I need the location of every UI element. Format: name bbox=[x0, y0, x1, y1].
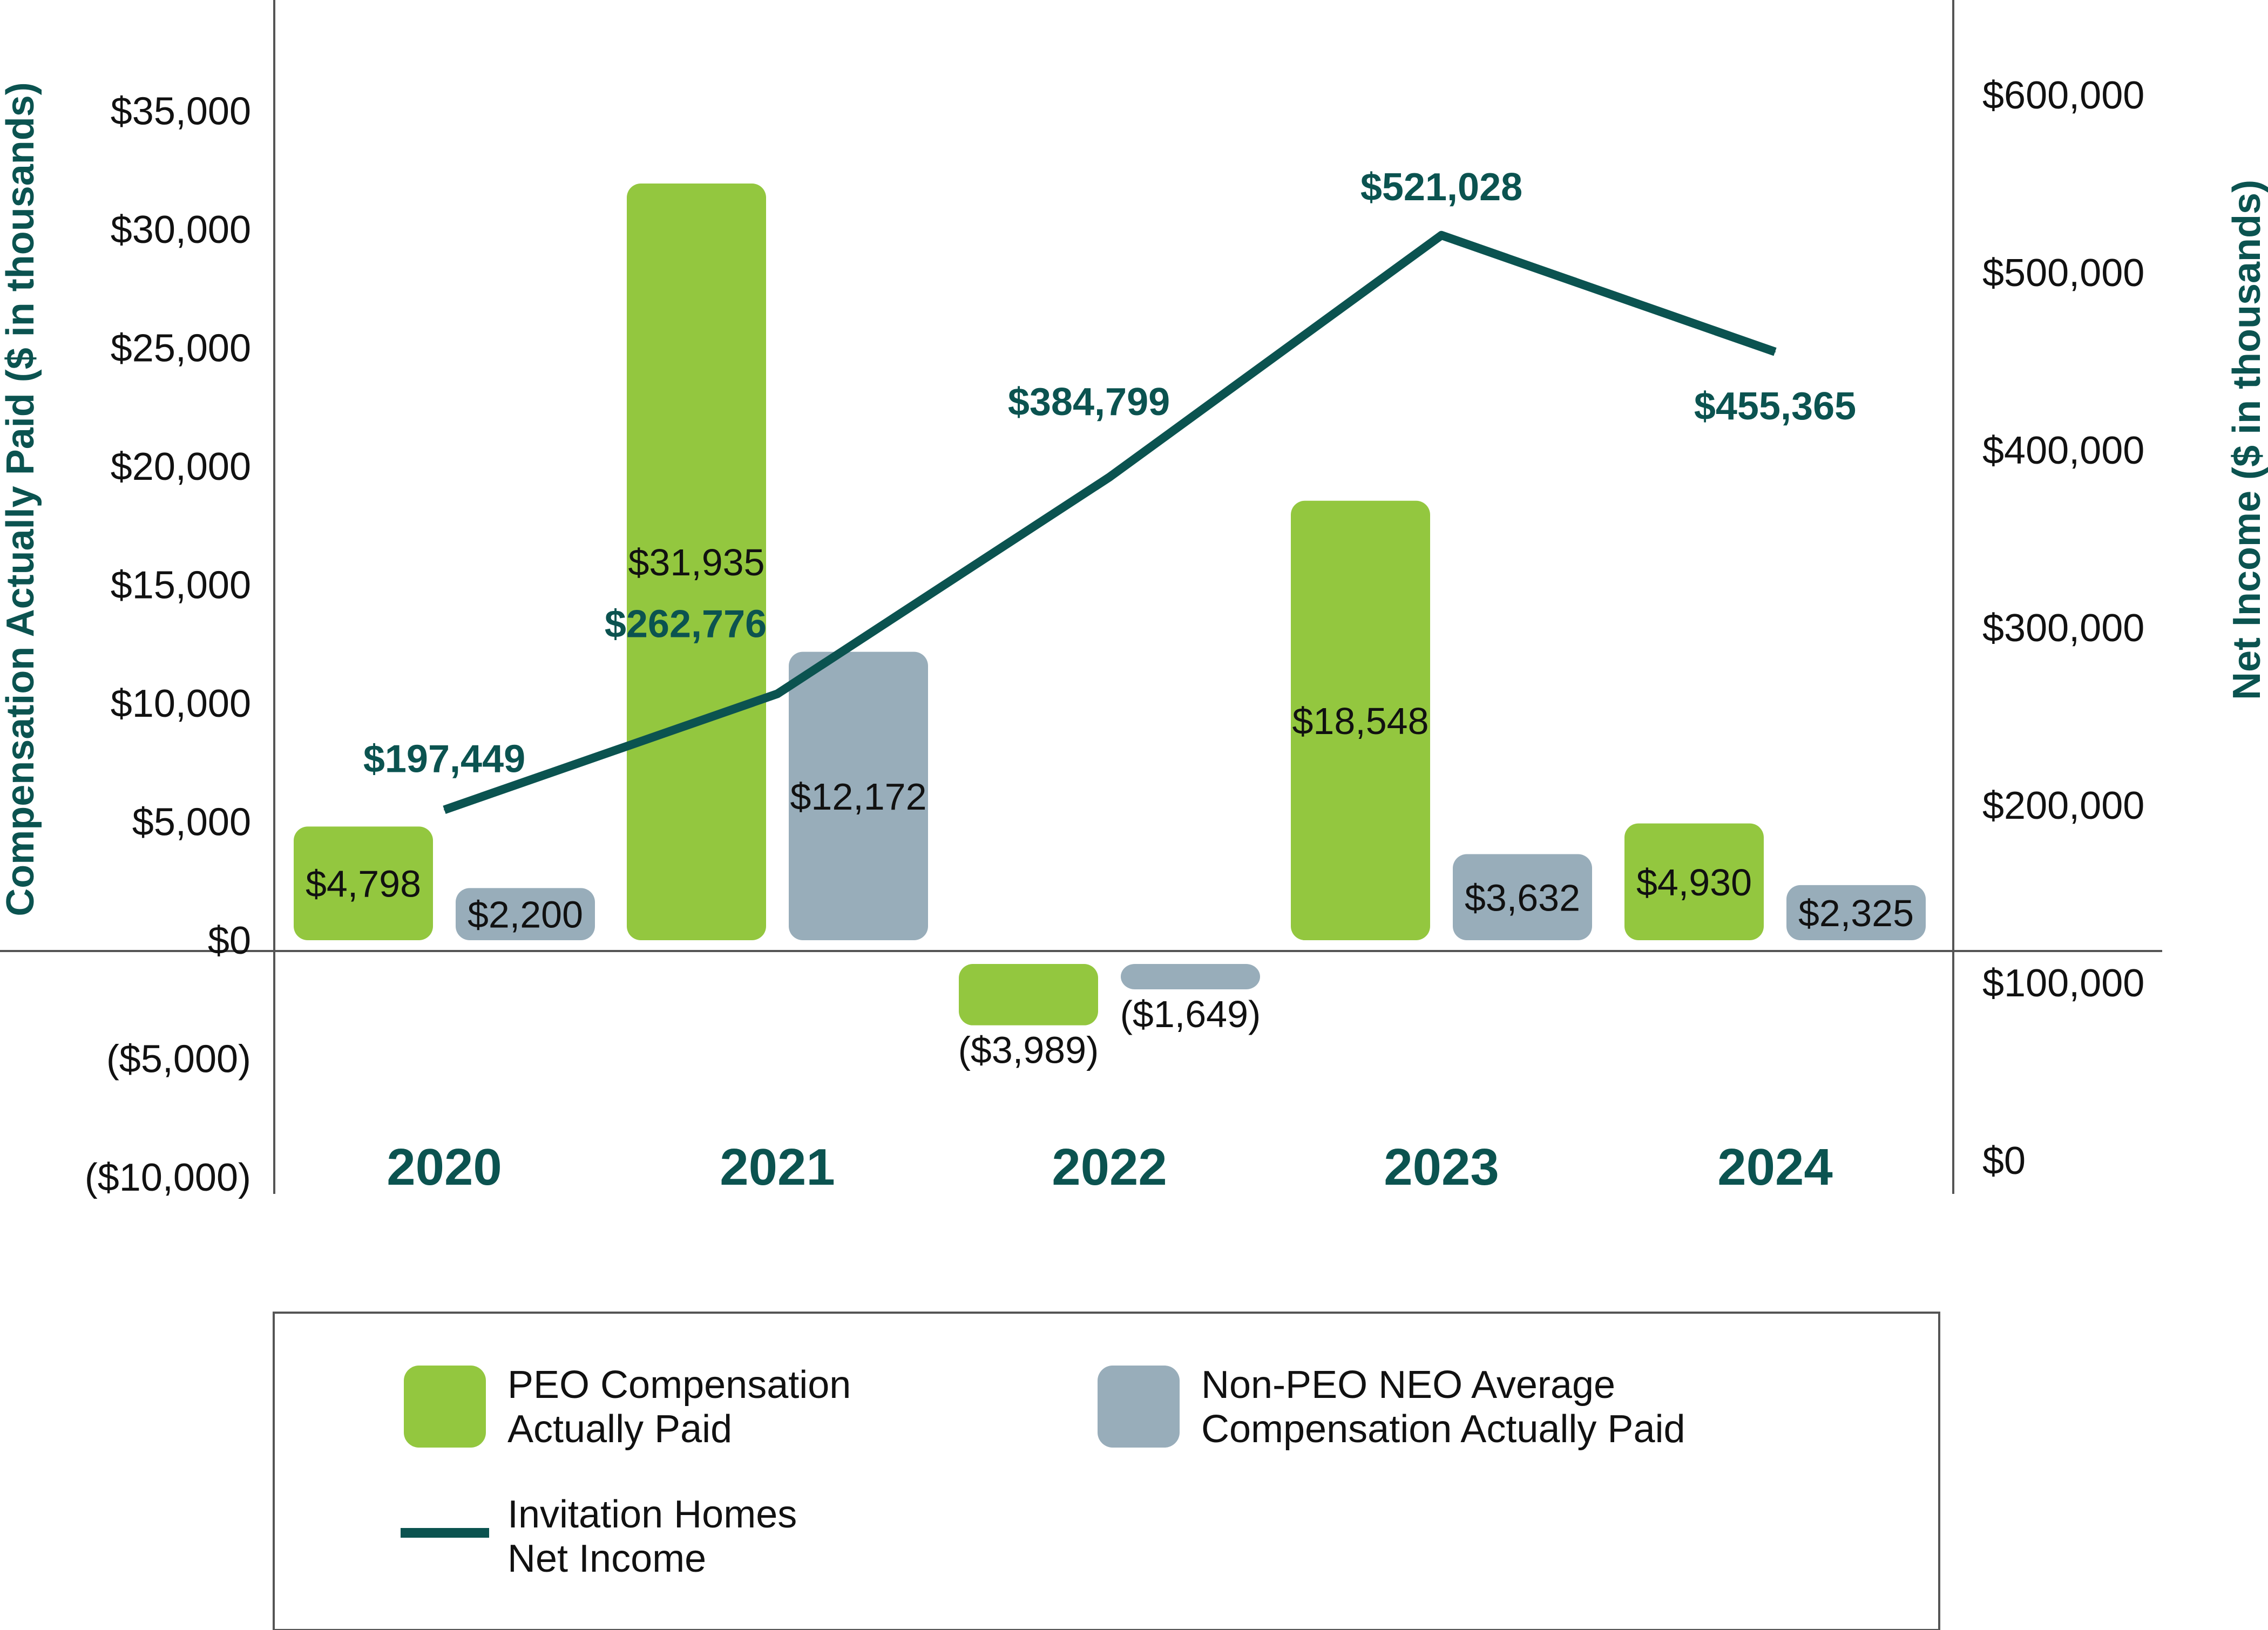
left-tick-label: $20,000 bbox=[111, 445, 251, 488]
peo-bar bbox=[1291, 500, 1430, 940]
peo-bar bbox=[627, 184, 766, 941]
legend: PEO Compensation Actually Paid Non-PEO N… bbox=[273, 1312, 1940, 1630]
left-axis-title: Compensation Actually Paid ($ in thousan… bbox=[0, 82, 42, 916]
net-income-series: $197,449 $262,776 $384,799 $521,028 $455,365 bbox=[363, 166, 1856, 814]
net-income-point bbox=[1109, 477, 1110, 478]
legend-swatch-non-peo bbox=[1098, 1366, 1180, 1448]
net-income-point bbox=[1775, 351, 1776, 352]
net-income-point bbox=[444, 809, 445, 811]
net-income-value-label: $262,776 bbox=[605, 602, 767, 646]
year-label: 2020 bbox=[387, 1138, 502, 1196]
peo-value-label: $4,798 bbox=[306, 863, 421, 905]
net-income-value-label: $384,799 bbox=[1008, 381, 1170, 424]
legend-label-peo-line1: PEO Compensation bbox=[507, 1363, 851, 1407]
year-label: 2024 bbox=[1717, 1138, 1833, 1196]
left-tick-label: $0 bbox=[208, 919, 251, 962]
right-axis-ticks: $600,000 $500,000 $400,000 $300,000 $200,000… bbox=[1982, 74, 2144, 1183]
right-tick-label: $400,000 bbox=[1982, 429, 2144, 472]
left-tick-label: $30,000 bbox=[111, 208, 251, 252]
left-tick-label: $10,000 bbox=[111, 682, 251, 725]
net-income-point bbox=[777, 693, 778, 695]
net-income-value-label: $197,449 bbox=[363, 737, 525, 780]
year-label: 2023 bbox=[1384, 1138, 1499, 1196]
peo-value-label: $31,935 bbox=[628, 541, 764, 583]
year-label: 2022 bbox=[1052, 1138, 1167, 1196]
left-tick-label: $25,000 bbox=[111, 327, 251, 370]
non-peo-bar bbox=[789, 651, 928, 940]
right-tick-label: $200,000 bbox=[1982, 784, 2144, 827]
right-tick-label: $0 bbox=[1982, 1139, 2026, 1183]
legend-label-peo-line2: Actually Paid bbox=[507, 1408, 732, 1451]
legend-box bbox=[273, 1312, 1940, 1630]
left-tick-label: $35,000 bbox=[111, 90, 251, 133]
legend-swatch-peo bbox=[404, 1366, 486, 1448]
left-tick-label: ($10,000) bbox=[85, 1156, 251, 1199]
right-tick-label: $500,000 bbox=[1982, 252, 2144, 295]
right-tick-label: $300,000 bbox=[1982, 607, 2144, 650]
left-tick-label: $15,000 bbox=[111, 564, 251, 607]
non-peo-bar bbox=[1121, 964, 1260, 989]
peo-bar bbox=[294, 826, 433, 940]
non-peo-bar bbox=[1786, 885, 1926, 940]
left-tick-label: ($5,000) bbox=[106, 1038, 251, 1081]
legend-label-net-income-line1: Invitation Homes bbox=[507, 1493, 797, 1536]
chart-axes bbox=[0, 0, 2162, 1194]
right-axis-title: Net Income ($ in thousands) bbox=[2225, 180, 2268, 700]
peo-value-label: ($3,989) bbox=[958, 1029, 1099, 1071]
left-axis-ticks: $35,000 $30,000 $25,000 $20,000 $15,000 $10,0… bbox=[85, 90, 251, 1200]
legend-label-net-income-line2: Net Income bbox=[507, 1537, 706, 1580]
net-income-point bbox=[1441, 234, 1442, 236]
non-peo-value-label: $12,172 bbox=[790, 776, 926, 818]
peo-bar bbox=[959, 964, 1098, 1025]
year-labels: 2020 2021 2022 2023 2024 bbox=[387, 1138, 1833, 1196]
peo-value-label: $4,930 bbox=[1636, 861, 1752, 904]
non-peo-value-label: ($1,649) bbox=[1120, 993, 1261, 1035]
right-tick-label: $600,000 bbox=[1982, 74, 2144, 117]
non-peo-value-label: $2,200 bbox=[468, 894, 583, 936]
net-income-value-label: $455,365 bbox=[1694, 385, 1856, 428]
non-peo-bar bbox=[456, 888, 595, 940]
non-peo-value-label: $2,325 bbox=[1798, 892, 1914, 934]
right-tick-label: $100,000 bbox=[1982, 962, 2144, 1005]
bar-series: $4,798 $2,200 $31,935 $12,172 ($3,989) ($1,64… bbox=[294, 184, 1926, 1071]
non-peo-value-label: $3,632 bbox=[1465, 877, 1580, 919]
legend-label-non-peo-line2: Compensation Actually Paid bbox=[1201, 1408, 1685, 1451]
non-peo-bar bbox=[1453, 854, 1592, 940]
legend-label-non-peo-line1: Non-PEO NEO Average bbox=[1201, 1363, 1615, 1407]
peo-bar bbox=[1624, 823, 1764, 940]
year-label: 2021 bbox=[720, 1138, 835, 1196]
net-income-value-label: $521,028 bbox=[1360, 166, 1522, 209]
peo-value-label: $18,548 bbox=[1292, 700, 1428, 742]
left-tick-label: $5,000 bbox=[132, 801, 251, 844]
